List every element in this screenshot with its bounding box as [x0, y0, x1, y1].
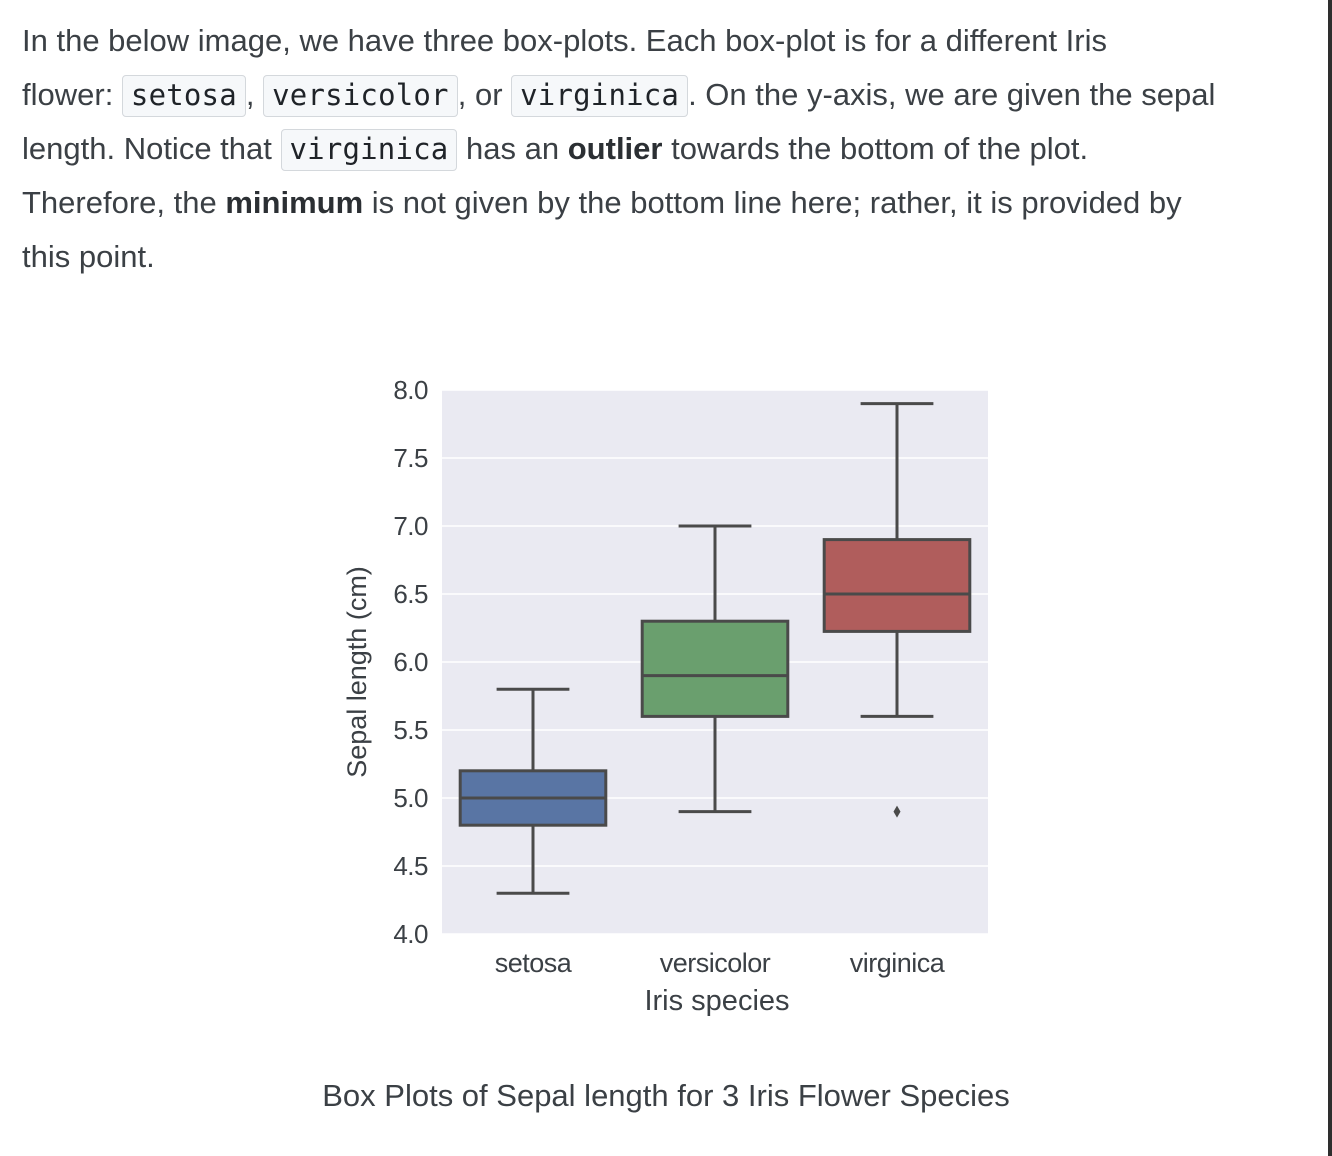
- code-setosa: setosa: [121, 75, 246, 117]
- y-tick-label: 4.0: [393, 919, 428, 949]
- window-edge: [1328, 0, 1332, 1156]
- boxplot-chart: 4.0 4.5 5.0 5.5 6.0 6.5 7.0 7.5 8.0 Sepal length …: [342, 375, 988, 1017]
- box-versicolor: [640, 619, 790, 718]
- code-virginica-2: virginica: [280, 129, 458, 171]
- y-tick-label: 4.5: [393, 851, 428, 881]
- y-tick-label: 6.0: [393, 647, 428, 677]
- code-versicolor: versicolor: [263, 75, 458, 117]
- text-span: Therefore, the: [22, 185, 226, 220]
- y-tick-label: 7.0: [393, 511, 428, 541]
- text-span: flower:: [22, 77, 122, 112]
- paragraph-line-2: flower: setosa, versicolor, or virginica…: [22, 68, 1322, 122]
- paragraph-line-4: Therefore, the minimum is not given by t…: [22, 176, 1322, 230]
- text-span: , or: [457, 77, 512, 112]
- y-axis-label: Sepal length (cm): [342, 566, 372, 778]
- y-tick-label: 6.5: [393, 579, 428, 609]
- box-virginica: [822, 538, 972, 633]
- paragraph-line-3: length. Notice that virginica has an out…: [22, 122, 1322, 176]
- outlier-point: [893, 805, 901, 818]
- text-span: . On the y-axis, we are given the sepal: [688, 77, 1216, 112]
- x-axis-label: Iris species: [644, 985, 789, 1017]
- code-virginica: virginica: [511, 75, 689, 117]
- paragraph-line-5: this point.: [22, 230, 1322, 284]
- y-tick-label: 7.5: [393, 443, 428, 473]
- figure-caption: Box Plots of Sepal length for 3 Iris Flo…: [0, 1078, 1332, 1114]
- y-tick-label: 5.5: [393, 715, 428, 745]
- x-tick-label: setosa: [495, 948, 573, 978]
- boxplot-figure: 4.0 4.5 5.0 5.5 6.0 6.5 7.0 7.5 8.0 Sepal length …: [330, 360, 1010, 1040]
- text-span: ,: [245, 77, 264, 112]
- article-paragraph: In the below image, we have three box-pl…: [22, 14, 1322, 284]
- bold-outlier: outlier: [567, 131, 663, 166]
- text-span: towards the bottom of the plot.: [662, 131, 1089, 166]
- y-tick-label: 5.0: [393, 783, 428, 813]
- x-tick-label: versicolor: [660, 948, 771, 978]
- x-tick-label: virginica: [850, 948, 946, 978]
- figure-caption-text: Box Plots of Sepal length for 3 Iris Flo…: [322, 1078, 1010, 1113]
- bold-minimum: minimum: [225, 185, 364, 220]
- text-span: this point.: [22, 239, 155, 274]
- text-span: is not given by the bottom line here; ra…: [363, 185, 1182, 220]
- paragraph-line-1: In the below image, we have three box-pl…: [22, 14, 1322, 68]
- text-span: In the below image, we have three box-pl…: [22, 23, 1107, 58]
- text-span: length. Notice that: [22, 131, 281, 166]
- y-tick-label: 8.0: [393, 375, 428, 405]
- text-span: has an: [457, 131, 568, 166]
